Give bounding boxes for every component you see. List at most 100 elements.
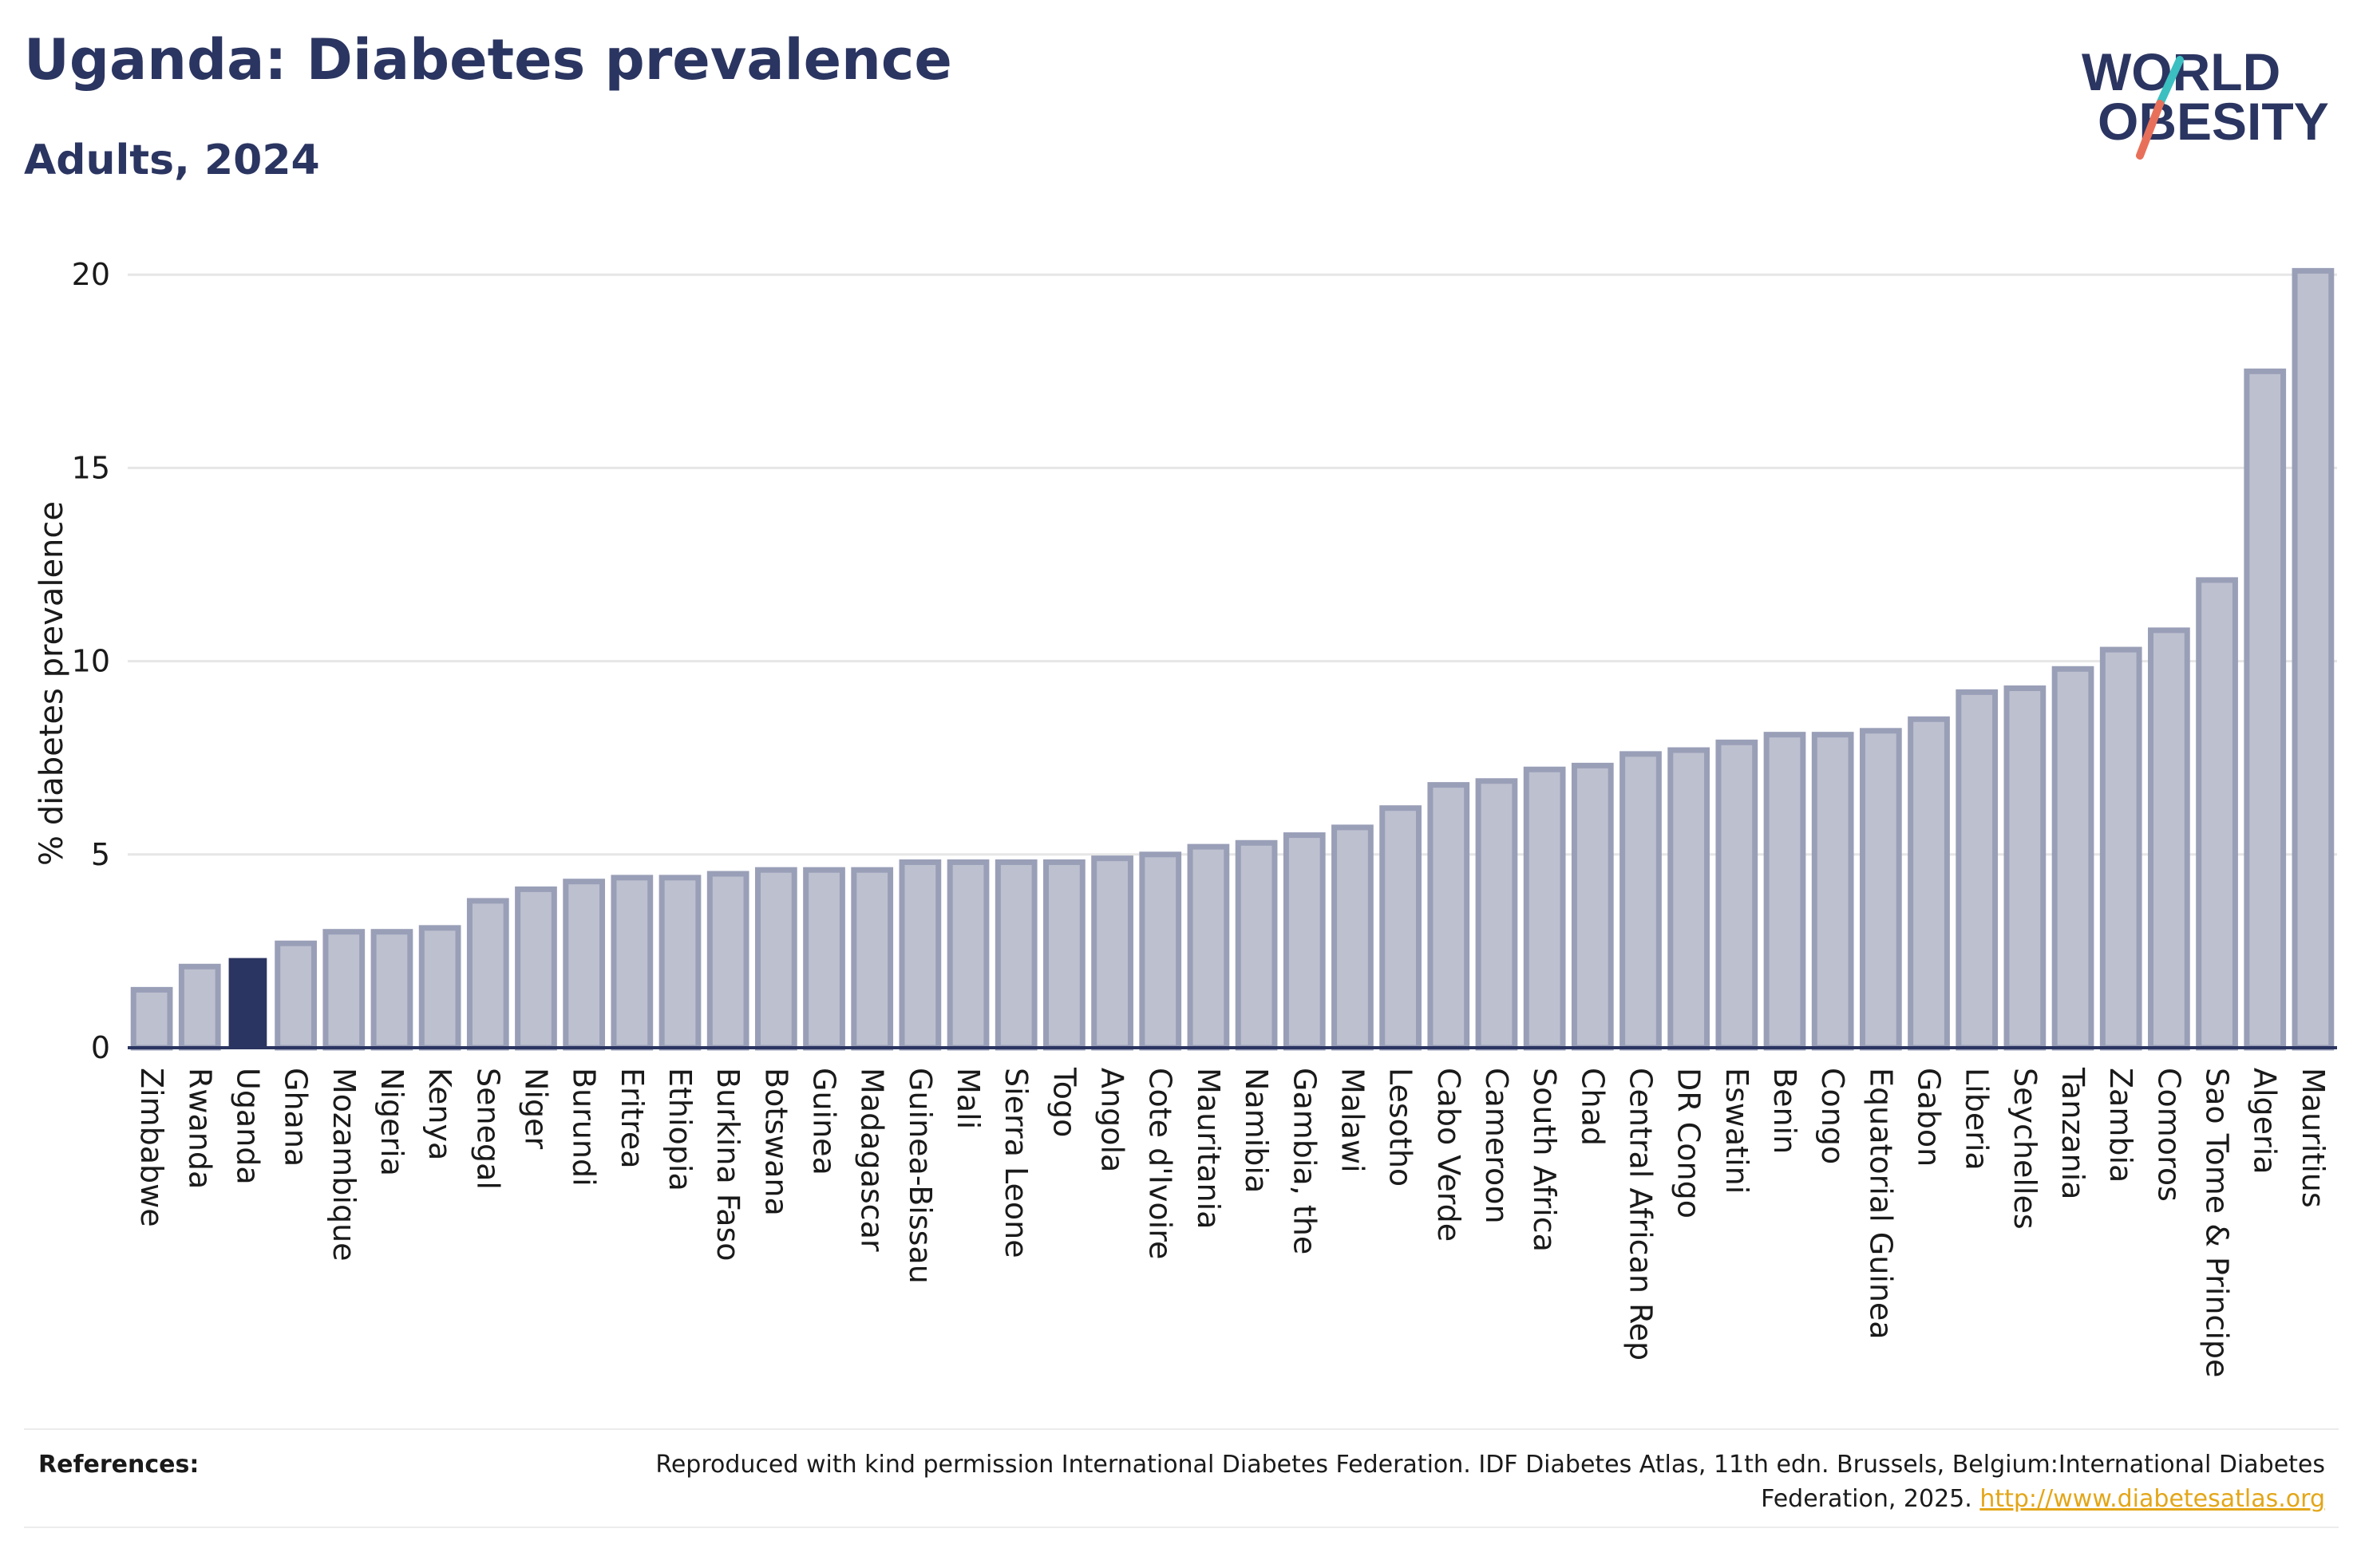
x-tick-label-benin: Benin [1767,1068,1802,1154]
x-tick-label-ghana: Ghana [279,1068,314,1167]
x-tick-label-liberia: Liberia [1960,1068,1995,1171]
bar-zambia [2099,646,2142,1051]
references-link[interactable]: http://www.diabetesatlas.org [1979,1485,2325,1513]
x-tick-label-guinea-bissau: Guinea-Bissau [903,1068,938,1284]
x-tick-label-sierra-leone: Sierra Leone [999,1068,1034,1258]
bar-congo [1811,732,1854,1051]
x-tick-label-dr-congo: DR Congo [1671,1068,1706,1218]
x-tick-label-sao-tome-principe: Sao Tome & Principe [2200,1068,2235,1377]
references-label: References: [38,1451,200,1479]
x-tick-label-gambia-the: Gambia, the [1287,1068,1322,1254]
x-tick-label-nigeria: Nigeria [374,1068,409,1176]
logo-word-obesity: OBESITY [2098,92,2329,151]
bar-cote-d-ivoire [1139,851,1182,1051]
bar-lesotho [1379,805,1422,1051]
x-tick-label-congo: Congo [1815,1068,1850,1164]
x-tick-label-togo: Togo [1046,1067,1082,1137]
y-tick-label-10: 10 [72,644,110,679]
bar-burkina-faso [706,871,749,1051]
x-tick-label-chad: Chad [1575,1068,1610,1146]
bar-rwanda [178,963,221,1051]
bar-togo [1043,859,1086,1051]
world-obesity-logo: WORLD OBESITY [2082,42,2329,160]
bar-seychelles [2003,685,2047,1051]
x-tick-label-namibia: Namibia [1239,1068,1274,1193]
bar-kenya [418,925,461,1051]
logo-slash-coral [2136,100,2164,160]
bar-cabo-verde [1427,782,1470,1051]
x-tick-label-cameroon: Cameroon [1479,1068,1514,1224]
x-tick-label-equatorial-guinea: Equatorial Guinea [1863,1068,1898,1340]
x-tick-label-eswatini: Eswatini [1719,1068,1754,1194]
bar-sao-tome-principe [2196,577,2238,1051]
bar-senegal [466,898,509,1051]
x-tick-label-uganda: Uganda [230,1068,265,1185]
x-tick-label-algeria: Algeria [2248,1068,2283,1175]
y-tick-label-0: 0 [91,1030,110,1065]
bar-madagascar [851,867,894,1051]
bar-niger [515,886,557,1051]
chart-subtitle: Adults, 2024 [24,136,320,184]
x-tick-label-senegal: Senegal [470,1068,505,1190]
x-tick-label-gabon: Gabon [1912,1068,1947,1167]
bar-ghana [275,940,317,1051]
bar-eswatini [1715,739,1758,1051]
x-tick-label-malawi: Malawi [1335,1068,1370,1173]
x-tick-label-burundi: Burundi [567,1068,602,1187]
bar-gabon [1908,716,1950,1051]
x-tick-label-mauritius: Mauritius [2296,1068,2331,1208]
x-tick-label-angola: Angola [1095,1068,1130,1172]
bar-gambia-the [1283,832,1326,1051]
bar-guinea [803,867,845,1051]
bar-namibia [1235,839,1278,1051]
y-tick-label-5: 5 [91,837,110,872]
bar-equatorial-guinea [1859,728,1902,1051]
bar-mali [947,859,990,1051]
bar-uganda [228,958,267,1049]
bar-central-african-rep [1619,751,1662,1051]
bar-benin [1763,732,1806,1051]
footer-rule-bottom [24,1527,2339,1528]
bar-south-africa [1523,766,1566,1051]
bar-mauritania [1187,843,1230,1051]
logo-word-world: WORLD [2082,42,2280,101]
x-tick-label-botswana: Botswana [758,1068,793,1216]
x-tick-label-mozambique: Mozambique [326,1068,362,1262]
x-tick-label-tanzania: Tanzania [2055,1067,2090,1199]
bar-mauritius [2292,267,2335,1051]
chart-title: Uganda: Diabetes prevalence [24,27,952,93]
x-tick-label-zimbabwe: Zimbabwe [134,1068,169,1227]
bar-sierra-leone [995,859,1038,1051]
bar-malawi [1331,824,1374,1051]
bar-cameroon [1475,778,1518,1051]
bar-comoros [2148,627,2190,1051]
x-tick-label-niger: Niger [518,1068,553,1149]
bar-liberia [1956,689,1999,1051]
bar-guinea-bissau [899,859,942,1051]
x-tick-label-madagascar: Madagascar [855,1068,890,1252]
bar-angola [1091,855,1133,1051]
x-tick-label-burkina-faso: Burkina Faso [710,1068,745,1262]
references-body: Reproduced with kind permission Internat… [655,1451,2325,1513]
y-axis-label: % diabetes prevalence [34,501,70,866]
footer-rule-top [24,1428,2339,1430]
bar-mozambique [322,929,366,1051]
x-tick-label-mauritania: Mauritania [1191,1068,1226,1229]
x-tick-label-comoros: Comoros [2151,1068,2186,1202]
bar-eritrea [611,875,654,1051]
x-tick-label-cabo-verde: Cabo Verde [1431,1068,1466,1242]
bar-botswana [754,867,797,1051]
x-tick-label-zambia: Zambia [2103,1068,2138,1183]
x-tick-label-eritrea: Eritrea [615,1068,650,1169]
logo-slash-teal [2156,56,2184,108]
bar-chad [1571,762,1614,1051]
x-tick-label-kenya: Kenya [422,1068,457,1160]
bar-chart: 0 5 10 15 20 % diabetes prevalence Zimbabwe Rwa… [34,257,2337,1377]
x-tick-label-south-africa: South Africa [1527,1068,1562,1252]
x-tick-label-rwanda: Rwanda [182,1068,217,1189]
x-tick-label-central-african-rep: Central African Rep [1623,1068,1658,1361]
bar-ethiopia [658,875,702,1051]
x-tick-label-cote-d-ivoire: Cote d'Ivoire [1143,1068,1178,1259]
bar-burundi [563,879,606,1051]
y-tick-label-20: 20 [72,257,110,292]
